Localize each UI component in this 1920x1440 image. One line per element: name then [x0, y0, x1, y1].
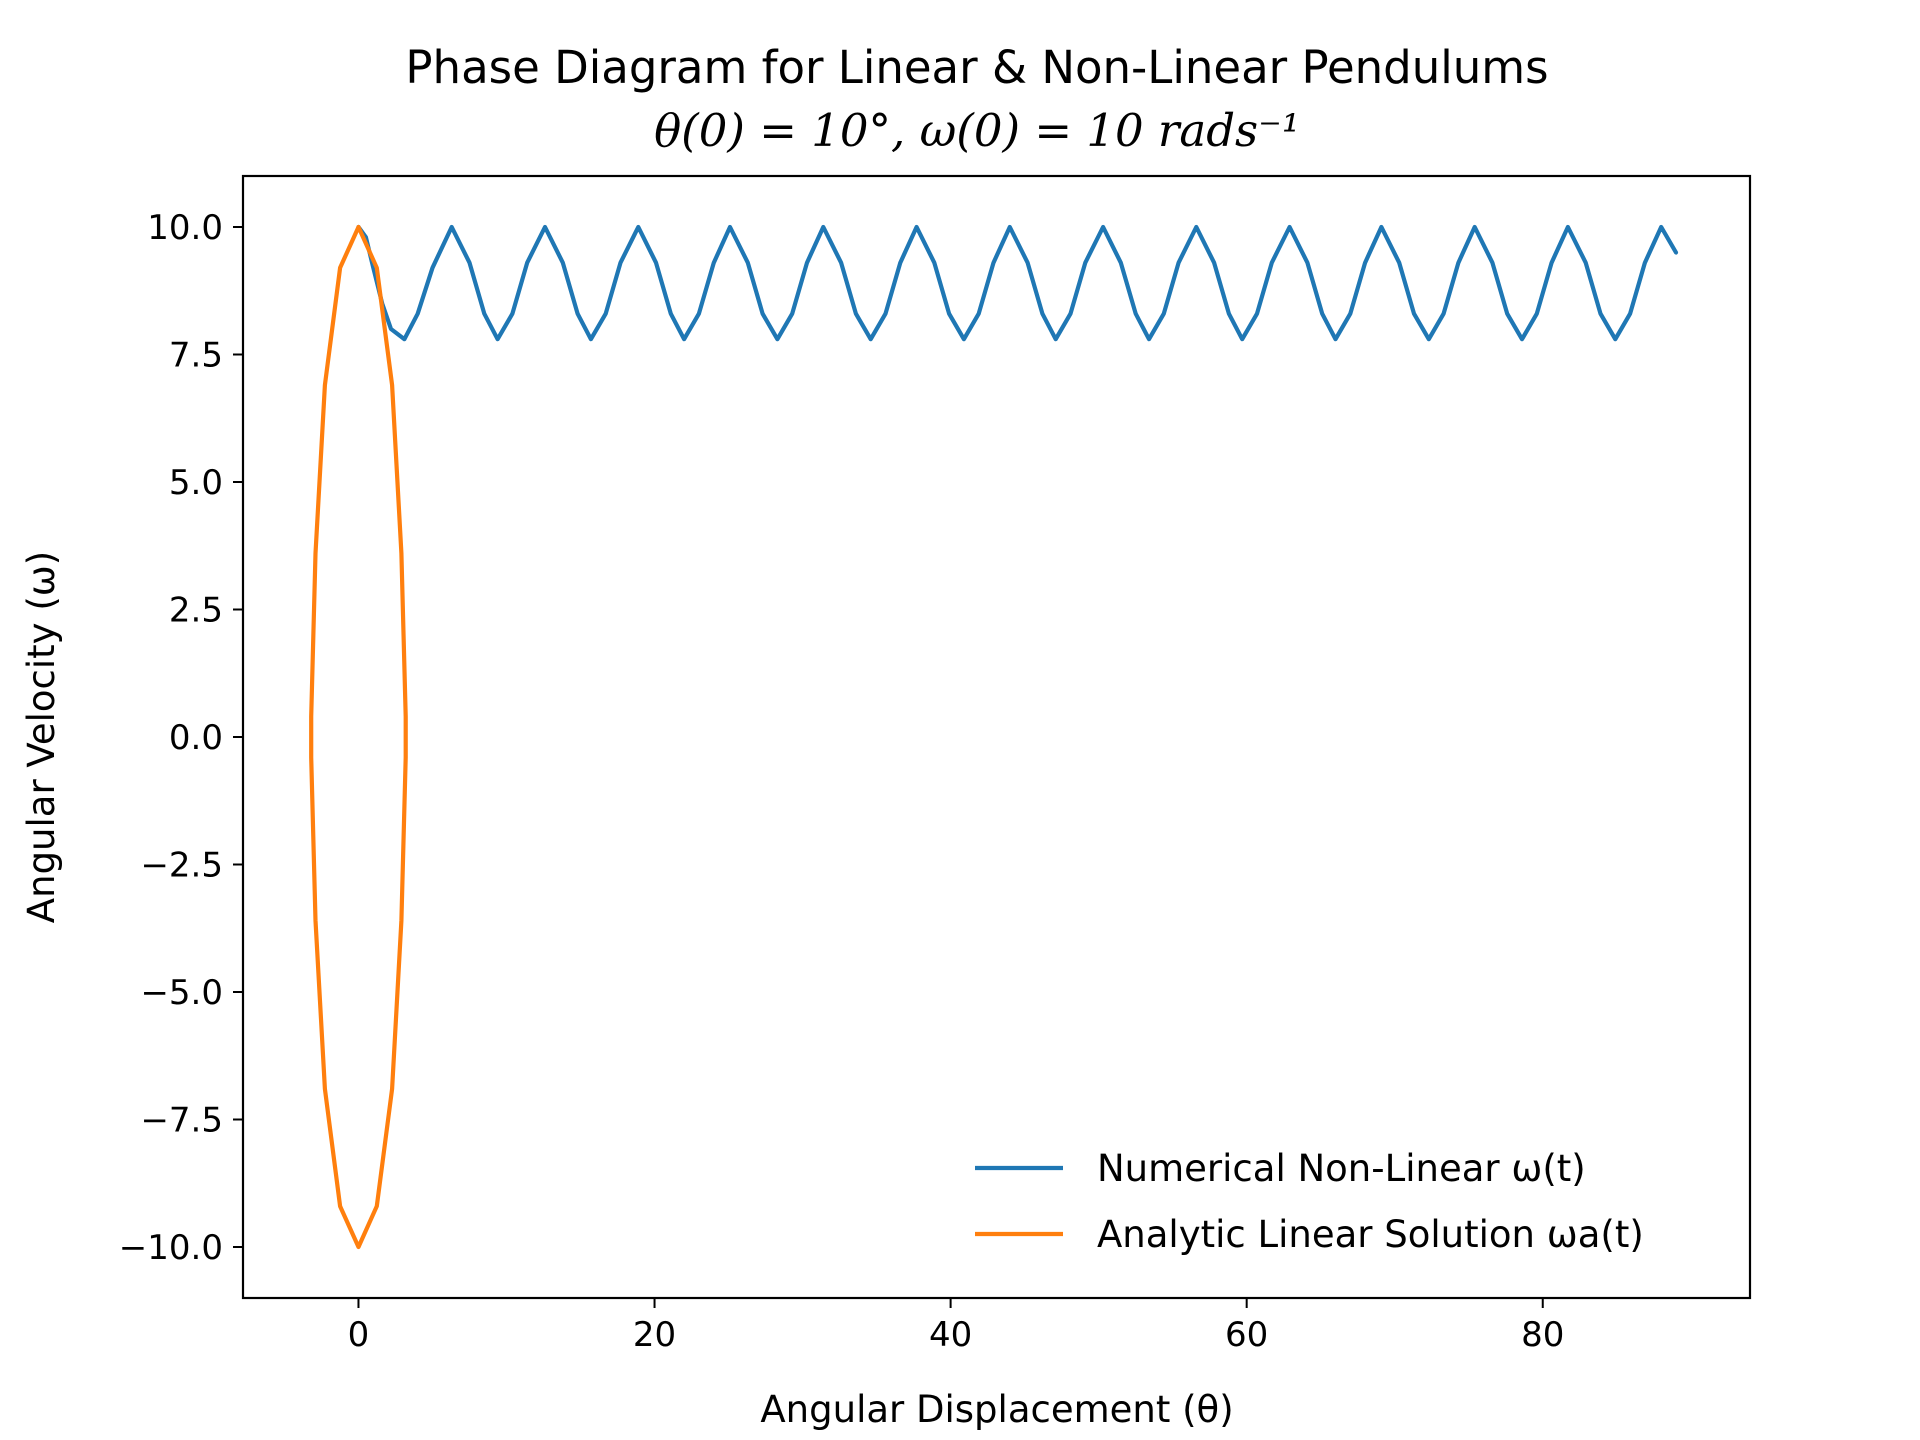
y-tick-label: −5.0 [140, 973, 223, 1013]
y-axis-label: Angular Velocity (ω) [20, 551, 63, 923]
axes-frame [241, 174, 1752, 1300]
chart-title: Phase Diagram for Linear & Non-Linear Pe… [405, 41, 1548, 94]
x-tick-label: 20 [633, 1315, 676, 1355]
x-axis-ticks: 0 20 40 60 80 [348, 1298, 1564, 1355]
y-tick-label: 10.0 [147, 208, 223, 248]
legend: Numerical Non-Linear ω(t) Analytic Linear… [975, 1147, 1644, 1256]
series-line-0 [356, 224, 1679, 342]
x-tick-label: 60 [1225, 1315, 1268, 1355]
series-line-1 [309, 224, 408, 1250]
legend-label-1: Analytic Linear Solution ωa(t) [1097, 1213, 1644, 1256]
legend-label-0: Numerical Non-Linear ω(t) [1097, 1147, 1586, 1190]
x-tick-label: 0 [348, 1315, 370, 1355]
chart-subtitle: θ(0) = 10°, ω(0) = 10 rads⁻¹ [654, 104, 1300, 157]
y-tick-label: 5.0 [169, 463, 223, 503]
x-tick-label: 40 [929, 1315, 972, 1355]
x-axis-label: Angular Displacement (θ) [760, 1388, 1233, 1431]
y-tick-label: −10.0 [119, 1228, 223, 1268]
y-tick-label: 2.5 [169, 591, 223, 631]
y-tick-label: −2.5 [140, 846, 223, 886]
y-axis-ticks: −10.0 −7.5 −5.0 −2.5 0.0 2.5 5.0 7.5 10.0 [119, 208, 243, 1268]
y-tick-label: 7.5 [169, 336, 223, 376]
plot-area [309, 224, 1679, 1250]
x-tick-label: 80 [1521, 1315, 1564, 1355]
y-tick-label: −7.5 [140, 1101, 223, 1141]
y-tick-label: 0.0 [169, 718, 223, 758]
